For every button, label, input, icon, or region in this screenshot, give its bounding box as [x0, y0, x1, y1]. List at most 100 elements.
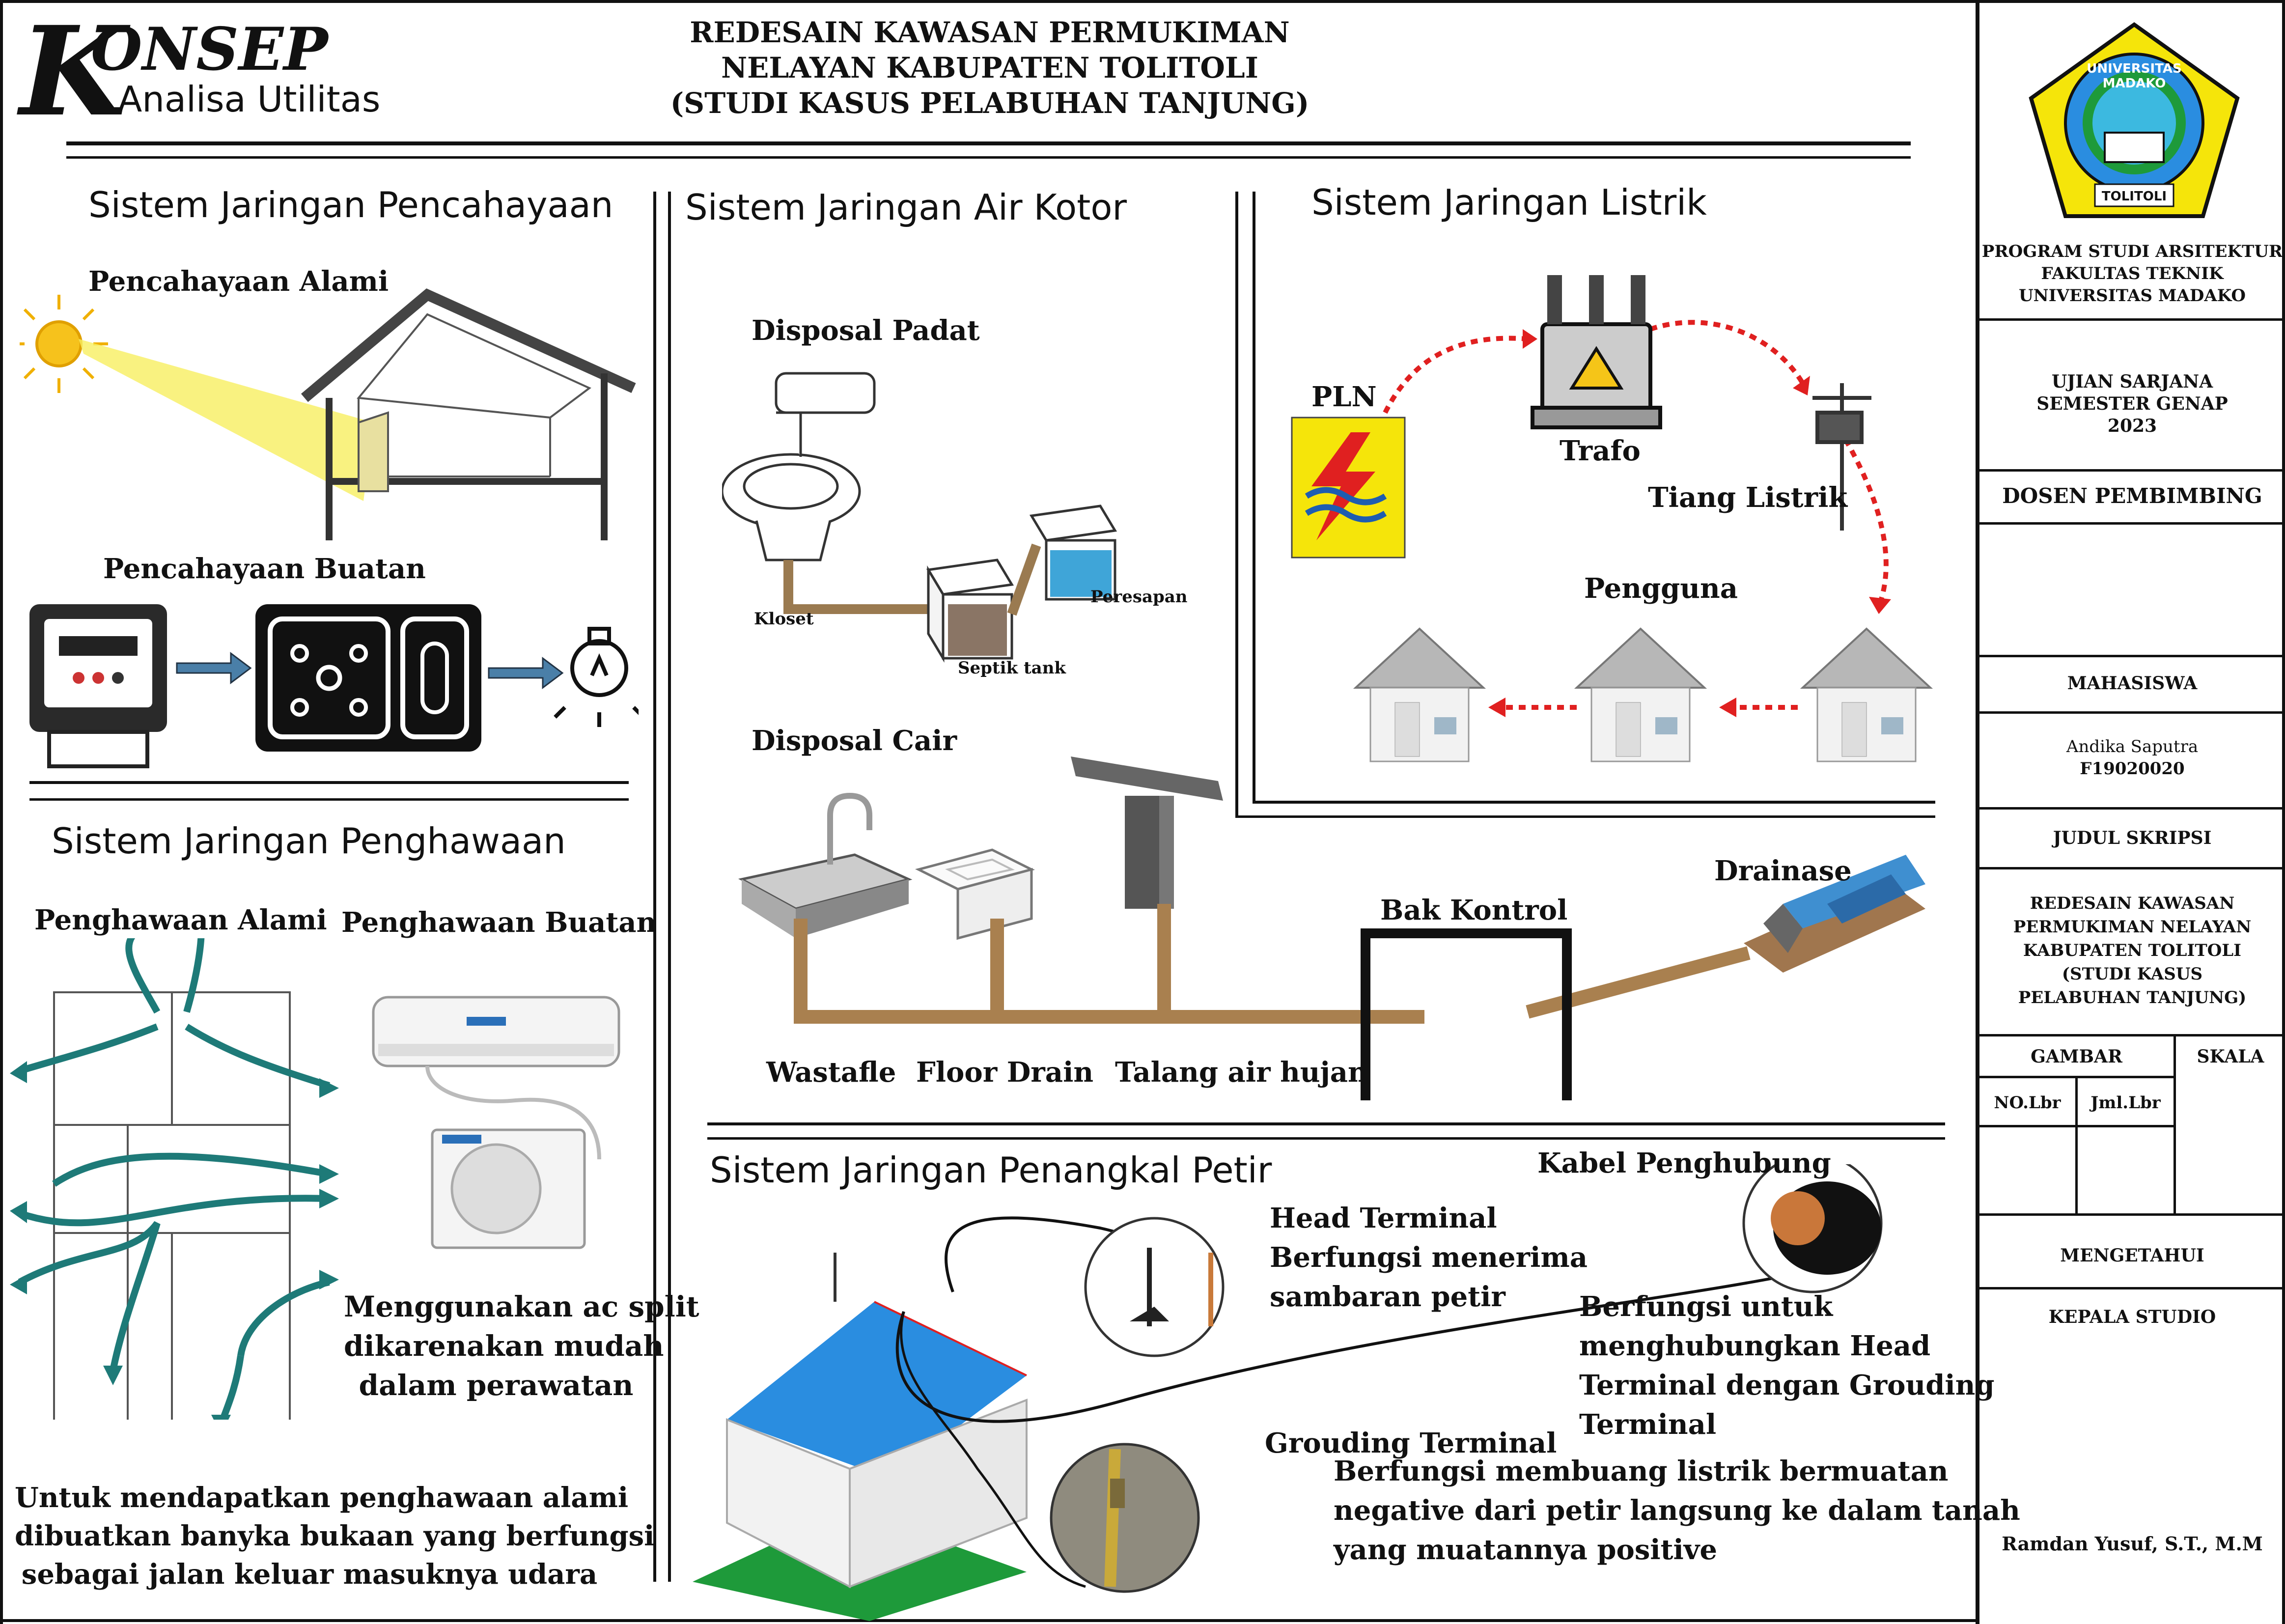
ac-split-illustration [372, 996, 620, 1249]
natural-light-illustration [20, 288, 636, 540]
frame-bottom [0, 1619, 1979, 1622]
arrow-icon [176, 652, 252, 684]
power-pole-icon [1812, 383, 1871, 531]
switch-panel-icon [255, 604, 481, 752]
title-line-3: (STUDI KASUS PELABUHAN TANJUNG) [670, 86, 1310, 120]
house-icon [1574, 627, 1707, 762]
petir-title: Sistem Jaringan Penangkal Petir [710, 1149, 1272, 1191]
ground-text: Berfungsi membuang listrik bermuatan neg… [1334, 1452, 2020, 1569]
listrik-frame-left-a [1235, 192, 1238, 818]
ujian-line-3: 2023 [2107, 416, 2157, 436]
floor-drain-label: Floor Drain [916, 1056, 1094, 1089]
tb-rule-8 [1979, 1034, 2285, 1036]
frame-left [0, 0, 3, 1624]
tb-rule-2 [1979, 469, 2285, 472]
mahasiswa-nim: F19020020 [2080, 759, 2185, 779]
mahasiswa-label: MAHASISWA [2067, 673, 2198, 694]
header-rule-2 [66, 156, 1911, 159]
logo-text-bottom: TOLITOLI [2101, 189, 2167, 204]
tiang-label: Tiang Listrik [1648, 481, 1848, 514]
tb-rule-12 [1979, 1287, 2285, 1289]
kabel-line-2: menghubungkan Head [1579, 1330, 1931, 1362]
frame-top [0, 0, 2285, 3]
ground-line-1: Berfungsi membuang listrik bermuatan [1334, 1455, 1949, 1487]
ac-note-line-2: dikarenakan mudah [344, 1329, 664, 1363]
head-terminal-line-1: Head Terminal [1270, 1202, 1497, 1234]
light-bulb-icon [554, 627, 639, 727]
pln-label: PLN [1311, 381, 1377, 413]
kabel-text: Berfungsi untuk menghubungkan Head Termi… [1579, 1287, 1995, 1444]
ac-note-line-3: dalam perawatan [359, 1369, 634, 1402]
petir-rule-a [707, 1122, 1945, 1125]
talang-label: Talang air hujan [1115, 1056, 1368, 1089]
petir-rule-b [707, 1137, 1945, 1140]
septic-tank-icon [926, 559, 1014, 663]
head-terminal-line-2: Berfungsi menerima [1270, 1241, 1588, 1274]
drainase-label: Drainase [1714, 855, 1852, 887]
prodi-line-2: FAKULTAS TEKNIK [2041, 264, 2224, 283]
kwh-meter-icon [29, 604, 167, 768]
judul-line-2: PERMUKIMAN NELAYAN [2013, 917, 2252, 937]
tb-rule-10 [1979, 1125, 2174, 1127]
sun-icon [20, 295, 108, 393]
no-lbr-label: NO.Lbr [1994, 1093, 2061, 1113]
pencahayaan-alami-label: Pencahayaan Alami [88, 265, 389, 298]
natural-ventilation-plan [10, 938, 339, 1420]
listrik-title: Sistem Jaringan Listrik [1311, 182, 1707, 223]
house-icon [1800, 627, 1933, 762]
ac-outdoor-unit-icon [431, 1128, 586, 1249]
title-line-2: NELAYAN KABUPATEN TOLITOLI [721, 51, 1258, 84]
kloset-label: Kloset [754, 609, 814, 629]
logo-word: ONSEP [91, 15, 328, 84]
mahasiswa-nama: Andika Saputra [2066, 737, 2199, 756]
ujian-line-2: SEMESTER GENAP [2036, 393, 2228, 414]
airkotor-title: Sistem Jaringan Air Kotor [685, 187, 1127, 228]
ac-note-line-1: Menggunakan ac split [344, 1290, 699, 1323]
ground-terminal-icon [1050, 1443, 1200, 1593]
tb-rule-4 [1979, 655, 2285, 657]
protected-house-icon [693, 1253, 1028, 1621]
head-terminal-icon [1084, 1217, 1225, 1357]
septik-label: Septik tank [958, 658, 1066, 678]
logo-letter: K [20, 0, 127, 143]
tb-rule-5 [1979, 711, 2285, 714]
tb-rule-6 [1979, 807, 2285, 810]
col-divider-1a [653, 192, 656, 1582]
ground-line-2: negative dari petir langsung ke dalam ta… [1334, 1494, 2020, 1527]
header-rule [66, 141, 1911, 145]
ujian-block: UJIAN SARJANA SEMESTER GENAP 2023 [1979, 371, 2285, 437]
penghawaan-note-line-2: dibuatkan banyka bukaan yang berfungsi [15, 1520, 655, 1552]
penghawaan-buatan-label: Penghawaan Buatan [341, 906, 657, 939]
left-rule-b [29, 798, 629, 801]
judul-line-3: KABUPATEN TOLITOLI [2023, 941, 2242, 960]
solid-disposal-illustration [722, 372, 1117, 663]
left-rule-a [29, 781, 629, 784]
toilet-icon [722, 372, 876, 561]
electric-network-illustration [1291, 275, 1933, 762]
transformer-icon [1531, 275, 1662, 429]
pencahayaan-title: Sistem Jaringan Pencahayaan [88, 184, 613, 225]
tb-vline-skala [2174, 1034, 2176, 1213]
lightning-protection-illustration [693, 1164, 1883, 1621]
cable-icon [1742, 1164, 1883, 1293]
head-terminal-line-3: sambaran petir [1270, 1281, 1505, 1313]
ground-line-3: yang muatannya positive [1334, 1534, 1717, 1566]
prodi-line-3: UNIVERSITAS MADAKO [2019, 286, 2246, 306]
head-terminal-text: Head Terminal Berfungsi menerima sambara… [1270, 1199, 1588, 1316]
judul-block: REDESAIN KAWASAN PERMUKIMAN NELAYAN KABU… [1979, 892, 2285, 1009]
kepala-nama: Ramdan Yusuf, S.T., M.M [2002, 1533, 2263, 1555]
penghawaan-note: Untuk mendapatkan penghawaan alami dibua… [15, 1479, 655, 1594]
infiltration-tank-icon [1029, 504, 1117, 601]
floor-drain-icon [915, 848, 1035, 940]
kabel-line-1: Berfungsi untuk [1579, 1290, 1833, 1323]
tb-rule-1 [1979, 318, 2285, 321]
trafo-label: Trafo [1560, 435, 1641, 467]
prodi-line-1: PROGRAM STUDI ARSITEKTUR [1981, 242, 2283, 261]
mengetahui-label: MENGETAHUI [2060, 1245, 2204, 1266]
logo-text-top: UNIVERSITAS MADAKO [2087, 61, 2182, 91]
frame-right [2282, 0, 2285, 1624]
penghawaan-title: Sistem Jaringan Penghawaan [52, 820, 566, 862]
penghawaan-note-line-1: Untuk mendapatkan penghawaan alami [15, 1482, 629, 1514]
titleblock-divider [1976, 0, 1979, 1624]
title-line-1: REDESAIN KAWASAN PERMUKIMAN [690, 16, 1290, 49]
